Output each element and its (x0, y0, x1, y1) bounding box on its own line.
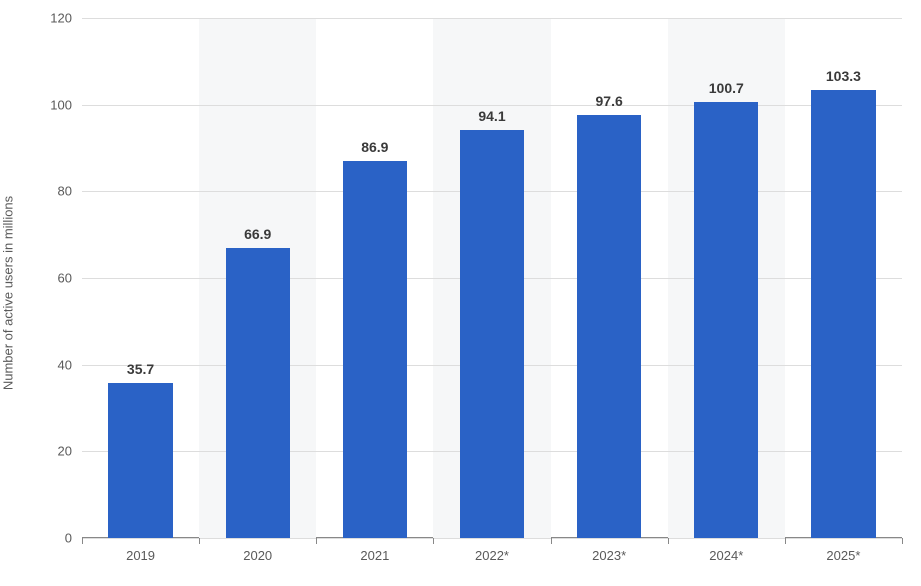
x-tick-mark (199, 538, 200, 544)
y-tick-label: 80 (58, 184, 82, 199)
y-tick-label: 120 (50, 11, 82, 26)
y-tick-label: 0 (65, 531, 82, 546)
bar-value-label: 35.7 (127, 361, 154, 383)
y-axis-label: Number of active users in millions (1, 196, 16, 390)
y-tick-label: 100 (50, 97, 82, 112)
x-tick-mark (316, 538, 317, 544)
grid-line (82, 105, 902, 106)
plot-area: 02040608010012035.766.986.994.197.6100.7… (82, 18, 902, 538)
bar: 86.9 (343, 161, 407, 538)
x-tick-mark (551, 538, 552, 544)
x-axis: 2019 2020 2021 2022* 2023* 2024* 2025* (82, 538, 902, 568)
bar: 97.6 (577, 115, 641, 538)
bar: 94.1 (460, 130, 524, 538)
bar: 100.7 (694, 102, 758, 538)
x-tick-mark (668, 538, 669, 544)
x-tick-label: 2023* (592, 548, 626, 563)
x-tick-label: 2019 (126, 548, 155, 563)
bar-value-label: 97.6 (596, 93, 623, 115)
x-tick-mark (433, 538, 434, 544)
y-tick-label: 40 (58, 357, 82, 372)
bar: 35.7 (108, 383, 172, 538)
x-tick-label: 2025* (826, 548, 860, 563)
x-tick-label: 2020 (243, 548, 272, 563)
grid-line (82, 18, 902, 19)
y-tick-label: 60 (58, 271, 82, 286)
bar: 66.9 (226, 248, 290, 538)
x-tick-mark (902, 538, 903, 544)
bar-value-label: 100.7 (709, 80, 744, 102)
x-tick-label: 2021 (360, 548, 389, 563)
y-tick-label: 20 (58, 444, 82, 459)
bar-value-label: 103.3 (826, 68, 861, 90)
bar: 103.3 (811, 90, 875, 538)
bar-value-label: 94.1 (478, 108, 505, 130)
bar-value-label: 66.9 (244, 226, 271, 248)
x-tick-label: 2022* (475, 548, 509, 563)
bar-chart: Number of active users in millions 0 20 40… (0, 0, 921, 586)
bar-value-label: 86.9 (361, 139, 388, 161)
x-tick-label: 2024* (709, 548, 743, 563)
x-tick-mark (82, 538, 83, 544)
x-tick-mark (785, 538, 786, 544)
